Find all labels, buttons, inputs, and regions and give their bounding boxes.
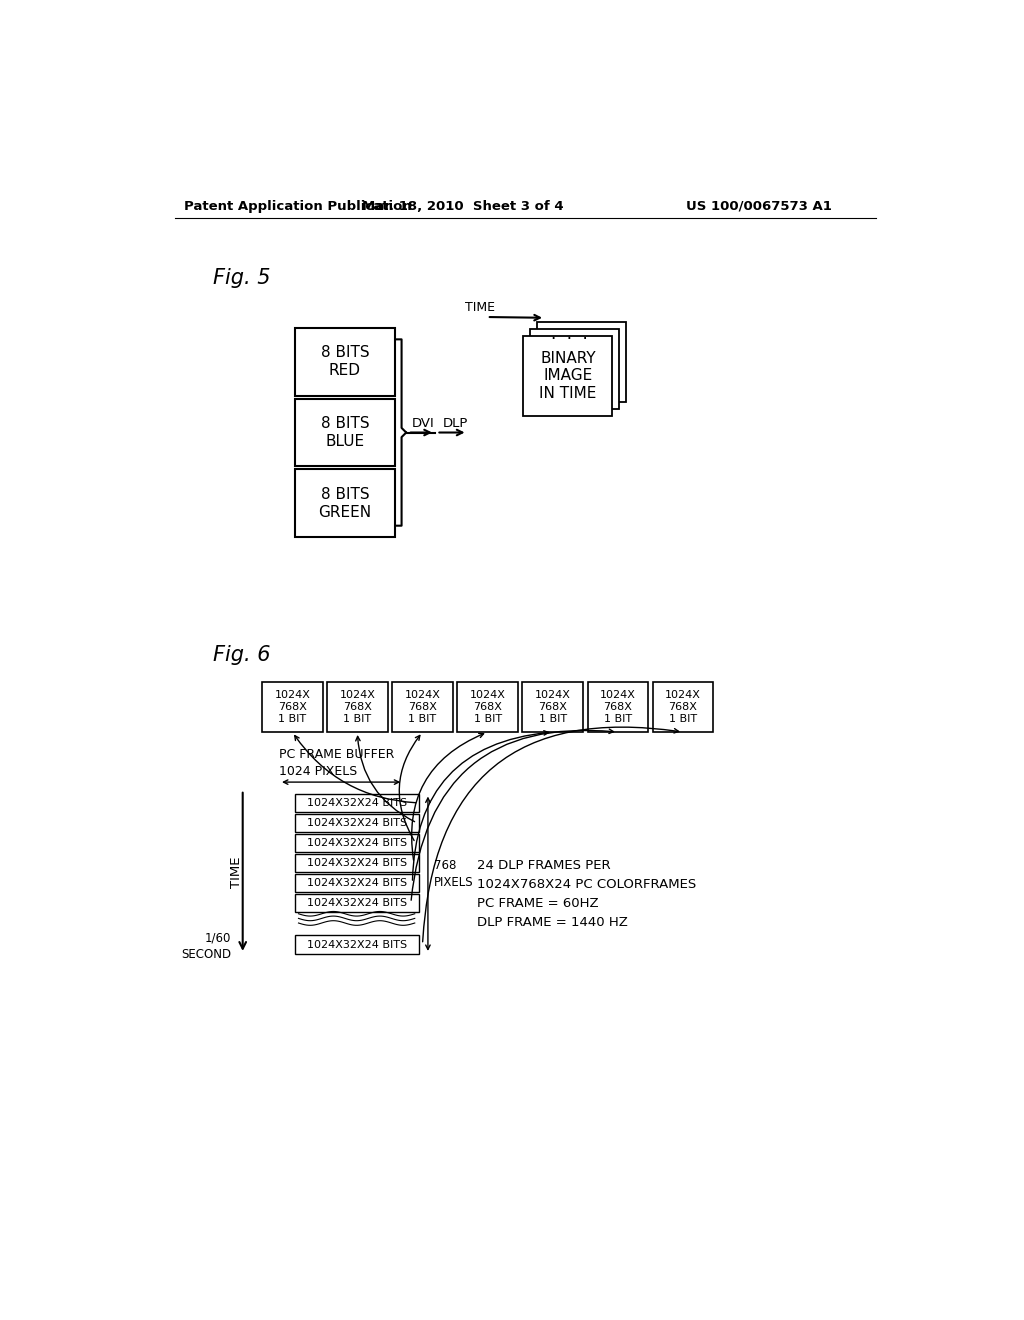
- Text: US 100/0067573 A1: US 100/0067573 A1: [686, 199, 831, 213]
- Text: 768
PIXELS: 768 PIXELS: [434, 859, 474, 888]
- Bar: [458, 682, 518, 733]
- Text: 1024X
768X
1 BIT: 1024X 768X 1 BIT: [470, 690, 506, 723]
- Bar: [538, 322, 627, 403]
- Text: 1024X
768X
1 BIT: 1024X 768X 1 BIT: [340, 690, 376, 723]
- Text: BINARY
IMAGE
IN TIME: BINARY IMAGE IN TIME: [539, 351, 597, 401]
- Text: 1024X
768X
1 BIT: 1024X 768X 1 BIT: [600, 690, 636, 723]
- Text: Fig. 5: Fig. 5: [213, 268, 270, 288]
- Text: 8 BITS
RED: 8 BITS RED: [321, 346, 370, 378]
- Bar: [295, 470, 395, 537]
- Text: 24 DLP FRAMES PER
1024X768X24 PC COLORFRAMES
PC FRAME = 60HZ
DLP FRAME = 1440 HZ: 24 DLP FRAMES PER 1024X768X24 PC COLORFR…: [477, 859, 696, 929]
- Text: 8 BITS
BLUE: 8 BITS BLUE: [321, 416, 370, 449]
- Bar: [295, 854, 419, 873]
- Bar: [328, 682, 388, 733]
- Text: 1024X32X24 BITS: 1024X32X24 BITS: [306, 858, 407, 869]
- Text: Patent Application Publication: Patent Application Publication: [183, 199, 412, 213]
- Bar: [295, 813, 419, 832]
- Text: ·  ·  ·: · · ·: [551, 330, 588, 347]
- Bar: [652, 682, 713, 733]
- Text: 8 BITS
GREEN: 8 BITS GREEN: [318, 487, 372, 520]
- Text: 1024X32X24 BITS: 1024X32X24 BITS: [306, 898, 407, 908]
- Bar: [588, 682, 648, 733]
- Text: PC FRAME BUFFER
1024 PIXELS: PC FRAME BUFFER 1024 PIXELS: [280, 748, 394, 777]
- Bar: [295, 834, 419, 853]
- Bar: [295, 327, 395, 396]
- Text: TIME: TIME: [465, 301, 496, 314]
- Text: DLP: DLP: [442, 417, 468, 430]
- Text: 1024X
768X
1 BIT: 1024X 768X 1 BIT: [535, 690, 570, 723]
- Text: 1024X
768X
1 BIT: 1024X 768X 1 BIT: [274, 690, 310, 723]
- Text: 1024X32X24 BITS: 1024X32X24 BITS: [306, 940, 407, 949]
- Text: 1024X32X24 BITS: 1024X32X24 BITS: [306, 797, 407, 808]
- Text: Mar. 18, 2010  Sheet 3 of 4: Mar. 18, 2010 Sheet 3 of 4: [362, 199, 563, 213]
- Text: 1024X32X24 BITS: 1024X32X24 BITS: [306, 878, 407, 888]
- Bar: [522, 682, 583, 733]
- Bar: [530, 329, 620, 409]
- Bar: [262, 682, 323, 733]
- Text: Fig. 6: Fig. 6: [213, 645, 270, 665]
- Bar: [295, 399, 395, 466]
- Bar: [392, 682, 453, 733]
- Text: 1024X
768X
1 BIT: 1024X 768X 1 BIT: [665, 690, 700, 723]
- Bar: [295, 793, 419, 812]
- Bar: [295, 874, 419, 892]
- Text: TIME: TIME: [230, 857, 243, 887]
- Text: 1/60
SECOND: 1/60 SECOND: [181, 932, 231, 961]
- Text: 1024X
768X
1 BIT: 1024X 768X 1 BIT: [404, 690, 440, 723]
- Bar: [295, 894, 419, 912]
- Bar: [523, 335, 612, 416]
- Text: DVI: DVI: [412, 417, 434, 430]
- Text: 1024X32X24 BITS: 1024X32X24 BITS: [306, 838, 407, 847]
- Bar: [295, 936, 419, 954]
- Text: 1024X32X24 BITS: 1024X32X24 BITS: [306, 818, 407, 828]
